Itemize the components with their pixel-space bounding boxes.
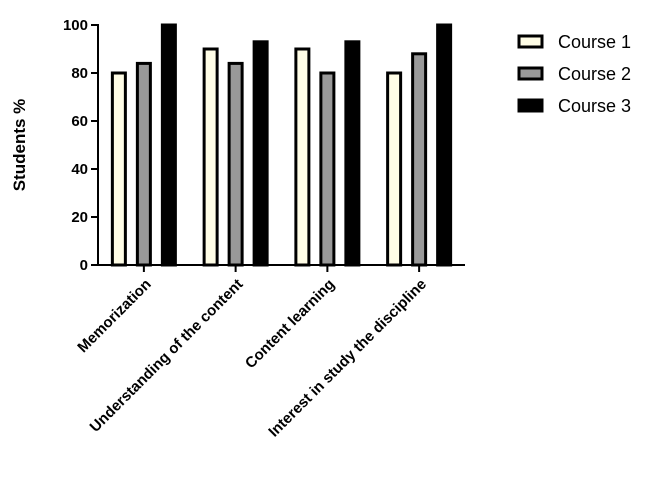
y-axis-title: Students % xyxy=(10,99,29,192)
legend-swatch xyxy=(517,34,544,49)
bar-course-1 xyxy=(110,71,127,267)
bar-course-1 xyxy=(202,47,219,267)
y-tick-label: 40 xyxy=(71,161,88,178)
y-tick-label: 80 xyxy=(71,65,88,82)
legend-swatch xyxy=(517,66,544,81)
axes-group xyxy=(97,24,465,266)
bar-course-2 xyxy=(135,61,152,267)
y-tick-label: 0 xyxy=(80,257,88,274)
x-tick-label: Memorization xyxy=(74,276,154,356)
y-tick-label: 100 xyxy=(63,17,88,34)
bar-course-1 xyxy=(386,71,403,267)
y-tick-label: 60 xyxy=(71,113,88,130)
legend-label: Course 3 xyxy=(558,96,631,116)
y-tick-label: 20 xyxy=(71,209,88,226)
legend-label: Course 1 xyxy=(558,32,631,52)
bar-course-3 xyxy=(344,40,361,267)
y-ticks-group: 0 20 40 60 80 100 xyxy=(63,17,98,274)
bar-course-2 xyxy=(319,71,336,267)
bars-group xyxy=(110,23,453,267)
bar-course-1 xyxy=(294,47,311,267)
bar-course-3 xyxy=(160,23,177,267)
bar-course-3 xyxy=(436,23,453,267)
legend-label: Course 2 xyxy=(558,64,631,84)
x-tick-label: Content learning xyxy=(242,276,338,372)
bar-course-2 xyxy=(411,52,428,267)
x-tick-label: Interest in study the discipline xyxy=(265,276,430,441)
bar-course-2 xyxy=(227,61,244,267)
bar-course-3 xyxy=(252,40,269,267)
legend-swatch xyxy=(517,98,544,113)
x-tick-label: Understanding of the content xyxy=(87,276,247,436)
legend: Course 1 Course 2 Course 3 xyxy=(517,32,631,116)
